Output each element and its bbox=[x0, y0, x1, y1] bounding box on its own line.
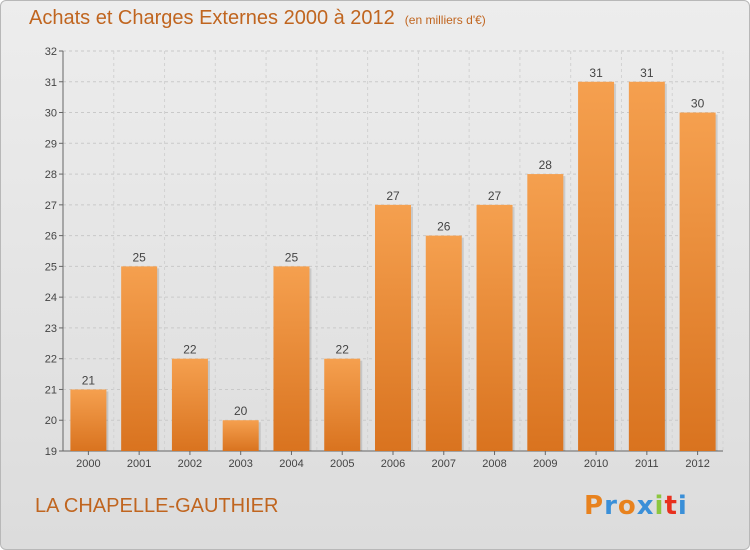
y-tick-label: 32 bbox=[45, 46, 57, 58]
chart-subtitle: (en milliers d'€) bbox=[404, 13, 486, 27]
y-tick-label: 25 bbox=[45, 261, 57, 273]
x-tick-label: 2009 bbox=[533, 458, 557, 470]
data-label: 31 bbox=[640, 66, 654, 80]
x-tick-label: 2006 bbox=[381, 458, 405, 470]
bar bbox=[375, 204, 411, 451]
data-label: 20 bbox=[234, 404, 248, 418]
x-tick-label: 2005 bbox=[330, 458, 354, 470]
y-tick-label: 20 bbox=[45, 415, 57, 427]
bar bbox=[476, 204, 513, 451]
y-tick-label: 28 bbox=[45, 169, 57, 181]
title-text: Achats et Charges Externes 2000 à 2012 bbox=[29, 7, 395, 29]
data-label: 27 bbox=[386, 189, 400, 203]
data-label: 30 bbox=[691, 97, 705, 111]
data-label: 22 bbox=[183, 343, 197, 357]
x-tick-label: 2012 bbox=[685, 458, 709, 470]
data-label: 22 bbox=[336, 343, 350, 357]
commune-name: LA CHAPELLE-GAUTHIER bbox=[35, 495, 279, 517]
y-tick-label: 29 bbox=[45, 138, 57, 150]
bar bbox=[171, 358, 208, 451]
logo-letter: x bbox=[636, 491, 655, 521]
chart-title: Achats et Charges Externes 2000 à 2012 (e… bbox=[29, 7, 486, 30]
data-label: 25 bbox=[132, 250, 146, 264]
logo-letter: i bbox=[677, 491, 688, 521]
data-label: 27 bbox=[488, 189, 502, 203]
y-tick-label: 31 bbox=[45, 77, 57, 89]
bar bbox=[527, 174, 564, 452]
bar bbox=[70, 389, 107, 451]
bar bbox=[578, 81, 615, 452]
x-tick-label: 2000 bbox=[76, 458, 100, 470]
value-labels: 21 25 22 20 25 22 27 26 27 28 31 31 30 bbox=[82, 66, 705, 418]
data-label: 21 bbox=[82, 373, 96, 387]
data-label: 31 bbox=[589, 66, 603, 80]
bar bbox=[324, 358, 361, 451]
logo-letter: t bbox=[664, 491, 678, 521]
y-tick-label: 26 bbox=[45, 231, 57, 243]
data-label: 28 bbox=[539, 158, 553, 172]
logo-letter: P bbox=[584, 491, 605, 521]
x-tick-label: 2003 bbox=[228, 458, 252, 470]
y-tick-label: 22 bbox=[45, 354, 57, 366]
x-tick-label: 2008 bbox=[482, 458, 506, 470]
bar bbox=[273, 266, 310, 451]
y-tick-label: 30 bbox=[45, 108, 57, 120]
bar bbox=[425, 235, 462, 451]
x-tick-label: 2007 bbox=[432, 458, 456, 470]
bar bbox=[628, 81, 665, 452]
logo-letter: i bbox=[654, 491, 665, 521]
data-label: 26 bbox=[437, 220, 451, 234]
bars bbox=[70, 81, 718, 452]
data-label: 25 bbox=[285, 250, 299, 264]
y-tick-label: 19 bbox=[45, 446, 57, 458]
proxiti-logo: Proxiti bbox=[584, 491, 688, 521]
bar bbox=[679, 112, 716, 452]
logo-letter: o bbox=[617, 491, 637, 521]
y-tick-label: 27 bbox=[45, 200, 57, 212]
x-tick-label: 2001 bbox=[127, 458, 151, 470]
x-tick-label: 2010 bbox=[584, 458, 608, 470]
x-tick-label: 2011 bbox=[635, 458, 659, 470]
logo-letter: r bbox=[604, 491, 618, 521]
y-tick-label: 23 bbox=[45, 323, 57, 335]
y-tick-label: 24 bbox=[45, 292, 57, 304]
bar bbox=[222, 420, 259, 451]
y-tick-label: 21 bbox=[45, 384, 57, 396]
bar bbox=[121, 266, 158, 451]
x-tick-label: 2004 bbox=[279, 458, 303, 470]
x-tick-label: 2002 bbox=[178, 458, 202, 470]
